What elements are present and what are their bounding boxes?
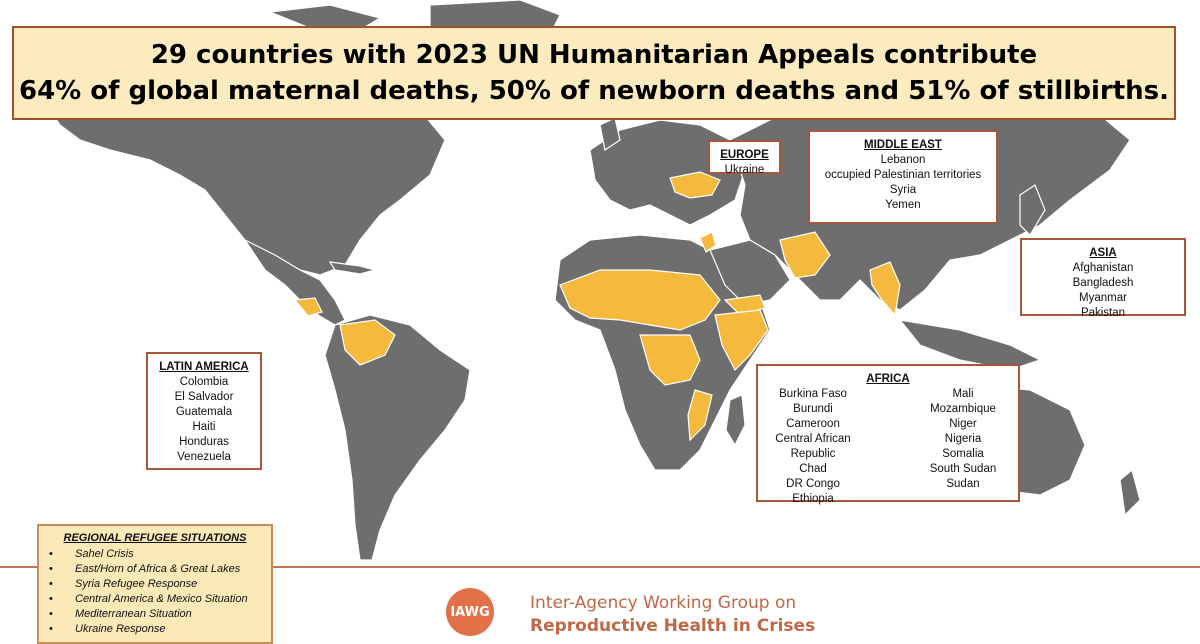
levant-shape [699,231,717,253]
country-item: DR Congo [786,478,840,490]
sahel-shape [559,269,721,331]
region-title-africa: AFRICA [866,373,910,385]
org-name-line-2: Reproductive Health in Crises [530,616,816,636]
region-title-middle-east: MIDDLE EAST [864,139,942,151]
region-list-latin-america: Colombia El Salvador Guatemala Haiti Hon… [148,375,260,465]
country-item: Niger [949,418,977,430]
country-item: Mozambique [930,403,996,415]
headline-line-2: 64% of global maternal deaths, 50% of ne… [19,76,1169,106]
country-item: Nigeria [944,433,982,445]
country-item: Afghanistan [1072,262,1134,274]
region-box-latin-america: LATIN AMERICA Colombia El Salvador Guate… [146,352,262,470]
country-item: Republic [790,448,836,460]
country-item: Bangladesh [1072,277,1134,289]
mozambique-shape [687,389,713,442]
headline-box: 29 countries with 2023 UN Humanitarian A… [12,26,1176,120]
country-item: South Sudan [929,463,997,475]
region-list-middle-east: Lebanon occupied Palestinian territories… [810,153,996,213]
country-item: Myanmar [1079,292,1127,304]
country-item: Syria [889,184,917,196]
country-item: Honduras [179,436,229,448]
country-item: Cameroon [786,418,840,430]
uk-land [599,117,621,151]
caribbean-land [328,261,378,275]
bangladesh-myanmar-shape [869,261,901,317]
africa-columns: Burkina Faso Burundi Cameroon Central Af… [758,387,1018,507]
refugee-item: East/Horn of Africa & Great Lakes [47,562,263,577]
country-item: Haiti [192,421,216,433]
japan-land [1019,184,1046,236]
refugee-item: Mediterranean Situation [47,607,263,622]
refugee-list: Sahel Crisis East/Horn of Africa & Great… [47,547,263,637]
country-item: Venezuela [177,451,231,463]
country-item: Colombia [179,376,229,388]
central-america-shape [293,297,323,317]
region-list-europe: Ukraine [710,163,779,178]
arctic-islands-land [269,4,382,31]
country-item: Burkina Faso [779,388,847,400]
region-box-europe: EUROPE Ukraine [708,140,781,176]
refugee-title: REGIONAL REFUGEE SITUATIONS [63,532,247,544]
footer-divider [0,566,1200,568]
country-item: Yemen [885,199,921,211]
refugee-item: Sahel Crisis [47,547,263,562]
madagascar-land [725,394,746,447]
headline-line-1: 29 countries with 2023 UN Humanitarian A… [150,40,1038,70]
region-list-asia: Afghanistan Bangladesh Myanmar Pakistan [1022,261,1184,321]
south-america-land [324,314,471,561]
central-africa-shape [639,334,701,386]
country-item: Burundi [793,403,833,415]
refugee-item: Central America & Mexico Situation [47,592,263,607]
country-item: Ukraine [724,164,765,176]
country-item: Central African [775,433,851,445]
country-item: Pakistan [1080,307,1126,319]
arabia-land [709,239,791,306]
southeast-asia-islands-land [898,319,1042,371]
country-item: Guatemala [175,406,233,418]
country-item: occupied Palestinian territories [824,169,982,181]
country-item: Ethiopia [792,493,834,505]
new-zealand-land [1119,468,1141,517]
region-box-asia: ASIA Afghanistan Bangladesh Myanmar Paki… [1020,238,1186,319]
country-item: El Salvador [174,391,234,403]
region-box-middle-east: MIDDLE EAST Lebanon occupied Palestinian… [808,130,998,224]
country-item: Chad [799,463,827,475]
mexico-central-america-land [243,238,346,326]
africa-column-1: Burkina Faso Burundi Cameroon Central Af… [758,387,868,507]
refugee-situations-box: REGIONAL REFUGEE SITUATIONS Sahel Crisis… [37,524,273,644]
country-item: Lebanon [880,154,926,166]
country-item: Sudan [946,478,980,490]
europe-land [589,119,746,226]
region-title-europe: EUROPE [720,149,769,161]
horn-of-africa-shape [714,309,769,372]
country-item: Mali [952,388,974,400]
colombia-venezuela-shape [339,319,396,366]
country-item: Somalia [942,448,984,460]
highlighted-countries [293,171,901,442]
ukraine-shape [669,171,721,199]
region-title-asia: ASIA [1089,247,1117,259]
region-title-latin-america: LATIN AMERICA [159,361,249,373]
africa-column-2: Mali Mozambique Niger Nigeria Somalia So… [908,387,1018,507]
org-name-line-1: Inter-Agency Working Group on [530,593,797,613]
afghanistan-pakistan-shape [779,231,831,279]
iawg-logo: IAWG [446,588,494,636]
region-box-africa: AFRICA Burkina Faso Burundi Cameroon Cen… [756,364,1020,505]
refugee-item: Syria Refugee Response [47,577,263,592]
